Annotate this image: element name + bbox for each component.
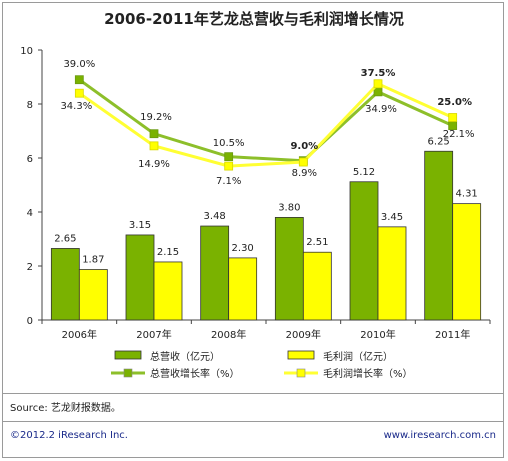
revenue-growth-marker [224,152,234,162]
bar-gross-profit-label: 1.87 [82,255,104,266]
bar-gross-profit [228,257,258,321]
revenue-growth-marker [149,129,159,139]
revenue-growth-marker [74,75,84,85]
bar-revenue [274,216,304,321]
y-tick-label: 4 [27,208,33,219]
legend-revenue-label: 总营收（亿元） [150,350,220,363]
bar-gross-profit-label: 4.31 [456,189,478,200]
legend-profit-growth-label: 毛利润增长率（%） [323,367,413,380]
profit-growth-marker [448,113,458,122]
y-tick-label: 2 [27,262,33,273]
profit-growth-label: 37.5% [361,68,396,79]
profit-growth-label: 34.3% [60,101,92,112]
bar-revenue [50,248,80,321]
y-tick-label: 8 [27,100,33,111]
profit-growth-marker [298,157,308,167]
chart-title: 2006-2011年艺龙总营收与毛利润增长情况 [104,10,404,28]
bar-revenue-label: 3.15 [129,220,151,231]
revenue-growth-label: 22.1% [443,129,475,140]
copyright-text: ©2012.2 iResearch Inc. [10,430,128,441]
bar-gross-profit [377,226,407,321]
profit-growth-label: 25.0% [437,97,472,108]
bar-gross-profit-label: 2.15 [157,247,179,258]
legend-revenue-growth-marker [123,368,133,378]
bar-revenue [424,150,454,321]
x-tick-label: 2011年 [435,328,470,341]
x-tick-label: 2008年 [211,328,246,341]
bar-gross-profit-label: 2.51 [306,237,328,248]
bar-gross-profit [452,203,482,321]
profit-growth-marker [373,79,383,89]
x-tick-label: 2010年 [360,328,395,341]
x-tick-label: 2006年 [62,328,97,341]
chart-frame [2,2,504,458]
bar-gross-profit [302,251,332,321]
y-tick-label: 0 [27,316,33,327]
legend-revenue-swatch [114,350,142,360]
website-link[interactable]: www.iresearch.com.cn [383,430,496,441]
revenue-growth-label: 39.0% [63,59,95,70]
profit-growth-label: 8.9% [292,168,317,179]
revenue-growth-label: 19.2% [140,112,172,123]
profit-growth-marker [149,141,159,151]
x-tick-label: 2007年 [136,328,171,341]
bar-revenue-label: 6.25 [428,136,450,147]
line-profit-growth [78,81,454,168]
profit-growth-label: 14.9% [138,159,170,170]
revenue-growth-label: 10.5% [213,138,245,149]
x-tick-label: 2009年 [286,328,321,341]
revenue-growth-label: 9.0% [290,141,318,152]
y-tick-label: 10 [20,46,33,57]
bar-revenue-label: 3.80 [278,202,300,213]
legend-gross-profit-label: 毛利润（亿元） [323,350,393,363]
legend-profit-growth-marker [296,368,306,378]
footer-divider-2 [2,421,504,422]
profit-growth-marker [74,88,84,98]
footer-divider [2,393,504,394]
revenue-growth-label: 34.9% [365,104,397,115]
profit-growth-label: 7.1% [216,176,241,187]
line-revenue-growth [78,78,454,163]
legend-revenue-growth-label: 总营收增长率（%） [150,367,240,380]
bar-gross-profit [78,269,108,321]
bar-revenue [349,181,379,321]
revenue-growth-marker [373,87,383,97]
bar-revenue-label: 2.65 [54,233,76,244]
bar-revenue [125,234,155,321]
bar-gross-profit [153,261,183,321]
profit-growth-marker [224,161,234,171]
bar-gross-profit-label: 3.45 [381,212,403,223]
bar-revenue-label: 5.12 [353,167,375,178]
bar-revenue [200,225,230,321]
legend-gross-profit-swatch [287,350,315,360]
bar-revenue-label: 3.48 [204,211,226,222]
y-tick-label: 6 [27,154,33,165]
bar-gross-profit-label: 2.30 [232,243,254,254]
source-note: Source: 艺龙财报数据。 [10,403,121,414]
